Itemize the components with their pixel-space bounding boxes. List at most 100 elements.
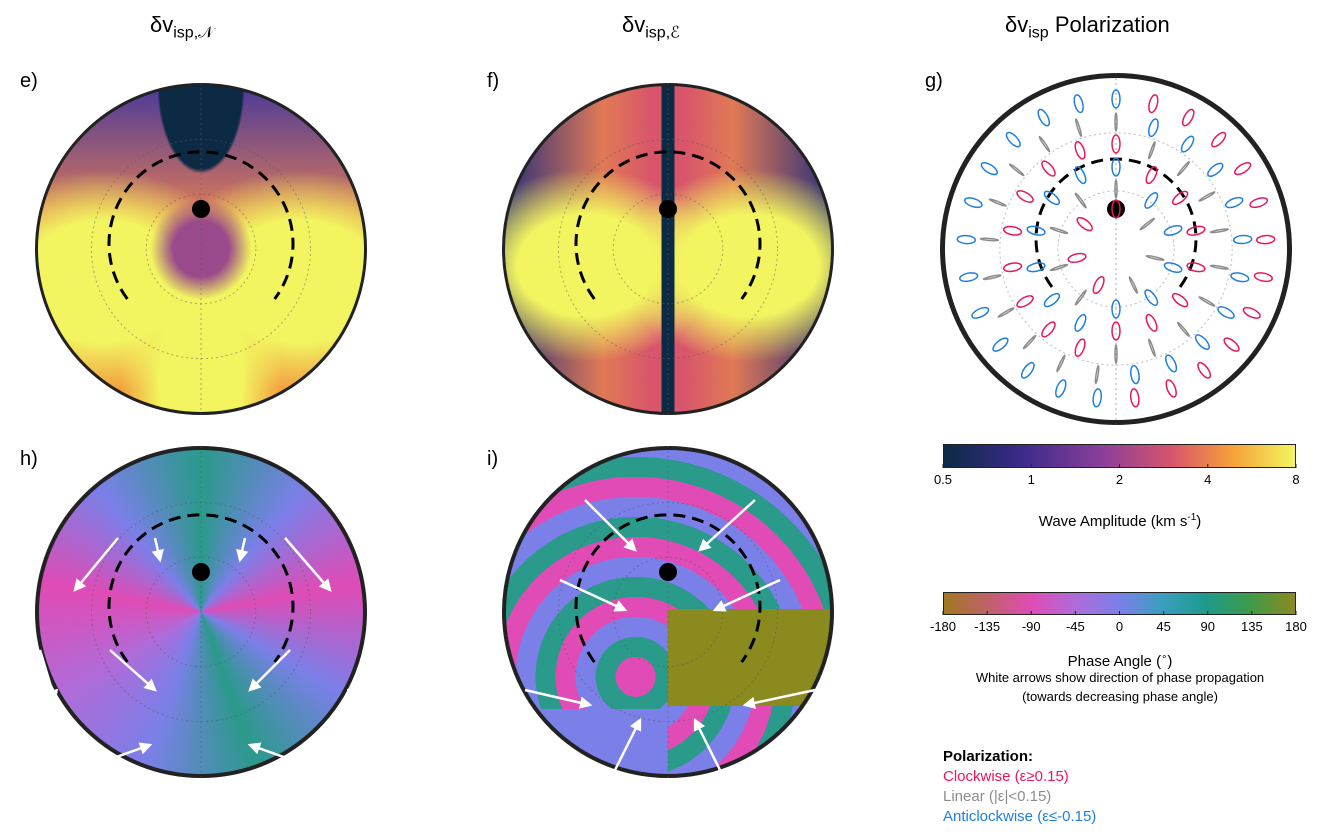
station-dot — [192, 563, 210, 581]
polarization-ellipse — [1223, 337, 1240, 352]
polarization-ellipse — [1148, 94, 1159, 114]
note: White arrows show direction of phase pro… — [975, 670, 1265, 685]
tick-label: -180 — [930, 619, 956, 634]
arrow — [613, 717, 642, 771]
polarization-ellipse — [1198, 191, 1216, 202]
polarization-ellipse — [1111, 299, 1121, 319]
station-dot — [1107, 200, 1125, 218]
arrow — [584, 499, 637, 552]
polarization-ellipse — [1074, 313, 1087, 332]
panel-label: f) — [487, 70, 500, 92]
polarization-ellipse — [1043, 292, 1061, 308]
polarization-ellipse — [1092, 275, 1105, 295]
polarization-ellipse — [1067, 252, 1087, 264]
legend-entry: Anticlockwise (ε≤-0.15) — [943, 808, 1097, 825]
arrow — [109, 649, 157, 692]
arrow — [742, 688, 816, 710]
polarization-ellipse — [1186, 262, 1206, 273]
arrow — [38, 649, 59, 703]
polarization-ellipse — [1111, 134, 1121, 154]
polarization-ellipse — [1217, 306, 1235, 319]
polarization-ellipse — [1002, 225, 1023, 236]
polarization-ellipse — [1186, 225, 1206, 236]
polarization-ellipse — [956, 234, 977, 245]
polarization-ellipse — [1209, 264, 1230, 270]
arrow — [559, 578, 628, 612]
polarization-ellipse — [988, 198, 1007, 207]
polarization-ellipse — [1041, 321, 1056, 338]
tick-label: -90 — [1022, 619, 1041, 634]
dashed-arc — [574, 513, 762, 663]
polarization-ellipse — [1147, 141, 1156, 160]
polarization-ellipse — [1111, 199, 1121, 219]
polarization-ellipse — [1145, 313, 1158, 332]
polarization-ellipse — [980, 161, 998, 176]
panel-label: i) — [487, 448, 499, 470]
polarization-ellipse — [1234, 161, 1252, 176]
arrow — [79, 742, 153, 772]
polarization-ellipse — [982, 274, 1002, 281]
polarization-ellipse — [1016, 295, 1034, 308]
polarization-ellipse — [1253, 272, 1273, 283]
polarization-ellipse — [1230, 272, 1250, 283]
polarization-ellipse — [1002, 262, 1023, 273]
polarization-ellipse — [1022, 334, 1037, 350]
arrow — [248, 649, 291, 692]
polarization-ellipse — [1074, 141, 1086, 160]
polarization-ellipse — [1194, 334, 1210, 350]
polarization-ellipse — [1074, 192, 1087, 209]
note: (towards decreasing phase angle) — [1022, 689, 1218, 704]
tick-label: 0.5 — [934, 472, 952, 487]
polarization-ellipse — [1211, 131, 1227, 148]
polarization-ellipse — [1163, 262, 1183, 274]
polarization-ellipse — [1181, 108, 1195, 127]
tick-label: -45 — [1066, 619, 1085, 634]
arrow — [236, 537, 249, 563]
legend-entry: Clockwise (ε≥0.15) — [943, 768, 1069, 785]
station-dot — [192, 200, 210, 218]
polarization-ellipse — [1074, 338, 1086, 357]
polarization-ellipse — [1092, 388, 1103, 408]
arrow — [712, 578, 781, 612]
polarization-ellipse — [1176, 160, 1191, 177]
grid-ring — [1057, 190, 1175, 308]
tick-label: 8 — [1292, 472, 1299, 487]
grid-ring — [999, 132, 1233, 366]
polarization-ellipse — [959, 272, 979, 283]
arrow — [247, 742, 321, 772]
arrow — [346, 649, 367, 703]
polarization-ellipse — [1148, 118, 1159, 138]
polarization-ellipse — [1180, 135, 1195, 153]
polarization-ellipse — [1207, 162, 1224, 177]
polarization-ellipse — [1165, 354, 1178, 373]
dashed-arc — [1034, 157, 1198, 288]
tick-label: 4 — [1204, 472, 1211, 487]
legend-title: Polarization: — [943, 748, 1034, 765]
polarization-ellipse — [963, 197, 983, 209]
polarization-ellipse — [1249, 197, 1269, 209]
polarization-ellipse — [1224, 196, 1244, 209]
polarization-ellipse — [1114, 344, 1118, 364]
polarization-ellipse — [1074, 166, 1087, 185]
tick-label: 0 — [1116, 619, 1123, 634]
polarization-ellipse — [1111, 157, 1121, 177]
polarization-ellipse — [1056, 354, 1066, 373]
polarization-ellipse — [979, 237, 1000, 242]
station-dot — [659, 200, 677, 218]
polarization-ellipse — [1005, 131, 1021, 148]
polarization-ellipse — [1114, 179, 1118, 199]
polarization-ellipse — [971, 306, 990, 319]
arrow — [151, 537, 164, 563]
polarization-ellipse — [1026, 225, 1046, 236]
polarization-ellipse — [1043, 190, 1061, 206]
polarization-ellipse — [1129, 388, 1140, 408]
polarization-ellipse — [1041, 160, 1056, 177]
arrow — [524, 688, 593, 709]
polarization-ellipse — [1232, 234, 1253, 245]
station-dot — [659, 563, 677, 581]
polarization-ellipse — [1073, 94, 1084, 114]
polarization-ellipse — [1242, 306, 1261, 319]
polarization-ellipse — [1165, 379, 1177, 398]
